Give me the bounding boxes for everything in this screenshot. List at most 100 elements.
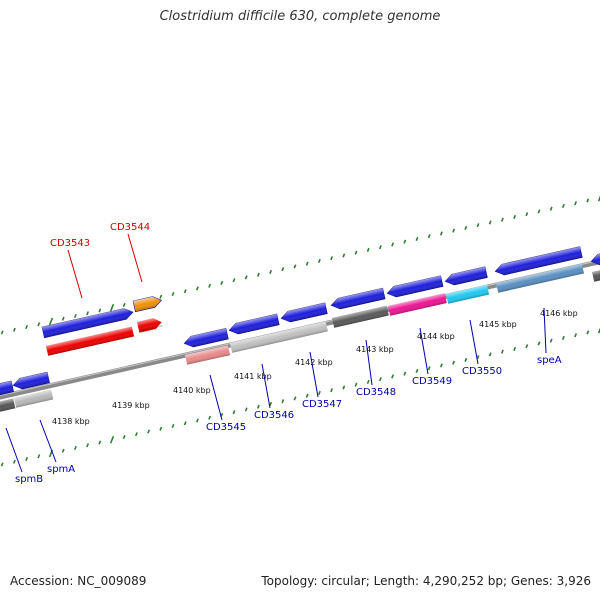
gene-arrow-CD3544[interactable]: [132, 295, 163, 313]
gene-label-leader: [419, 327, 429, 375]
lower-scale-tick: [256, 404, 260, 409]
gene-label-cd3544[interactable]: CD3544: [110, 222, 150, 233]
genome-summary: Topology: circular; Length: 4,290,252 bp…: [261, 574, 591, 588]
gene-arrow-shine: [281, 302, 328, 322]
gene-arrow-spmB[interactable]: [0, 380, 14, 399]
gene-arrow-spmA[interactable]: [12, 371, 50, 391]
kbp-tick-label: 4143 kbp: [356, 345, 394, 354]
cog-band-shine: [185, 345, 231, 365]
upper-scale-tick: [342, 253, 346, 258]
gene-label-leader: [127, 233, 143, 283]
upper-scale-tick: [317, 258, 321, 264]
upper-scale-tick: [293, 264, 297, 269]
gene-label-leader: [543, 307, 547, 354]
upper-scale-tick: [549, 206, 553, 211]
gene-arrow-shine: [445, 266, 488, 285]
gene-label-cd3548[interactable]: CD3548: [356, 387, 396, 398]
upper-scale-tick: [403, 239, 407, 244]
upper-scale-tick: [537, 209, 541, 214]
lower-scale-tick: [439, 363, 443, 368]
lower-scale-tick: [391, 374, 395, 379]
gene-label-cd3545[interactable]: CD3545: [206, 422, 246, 433]
lower-scale-tick: [244, 407, 248, 412]
lower-scale-tick: [12, 459, 16, 464]
lower-scale-tick: [293, 396, 297, 401]
cog-band-spmB-cog: [0, 398, 16, 416]
upper-scale-tick: [597, 195, 600, 202]
cog-band-shine: [137, 316, 163, 332]
gene-arrow-speA[interactable]: [494, 246, 583, 277]
upper-scale-tick: [183, 289, 187, 294]
cog-band-shine: [230, 321, 328, 353]
gene-label-spmb[interactable]: spmB: [15, 474, 43, 485]
gene-label-spma[interactable]: spmA: [47, 464, 75, 475]
lower-scale-tick: [159, 426, 163, 431]
gene-arrow-shine: [133, 296, 162, 312]
gene-arrow-CD3548[interactable]: [330, 287, 386, 311]
kbp-tick-label: 4144 kbp: [417, 332, 455, 341]
gene-label-leader: [209, 374, 223, 421]
lower-scale-tick: [403, 371, 407, 376]
gene-arrow-shine: [229, 314, 280, 334]
lower-scale-tick: [525, 344, 529, 349]
gene-label-spea[interactable]: speA: [537, 355, 562, 366]
upper-scale-tick: [452, 228, 456, 233]
gene-label-cd3543[interactable]: CD3543: [50, 238, 90, 249]
upper-scale-tick: [281, 267, 285, 272]
kbp-tick-label: 4145 kbp: [479, 320, 517, 329]
gene-label-cd3550[interactable]: CD3550: [462, 366, 502, 377]
upper-scale-tick: [109, 303, 115, 312]
gene-label-cd3549[interactable]: CD3549: [412, 376, 452, 387]
upper-scale-tick: [415, 236, 419, 242]
cog-band-shine: [496, 263, 585, 293]
cog-band-shine: [332, 305, 389, 328]
upper-scale-tick: [171, 291, 175, 297]
cog-band-CD3543-cog: [46, 326, 135, 356]
upper-scale-tick: [378, 245, 382, 250]
lower-scale-tick: [171, 423, 175, 429]
kbp-tick-label: 4139 kbp: [112, 401, 150, 410]
cog-band-shine: [14, 389, 54, 408]
cog-band-shine: [388, 293, 447, 316]
upper-scale-tick: [464, 225, 468, 231]
upper-scale-tick: [98, 308, 102, 313]
upper-scale-tick: [574, 201, 578, 206]
gene-label-leader: [261, 363, 271, 409]
gene-label-leader: [309, 351, 319, 398]
gene-label-cd3547[interactable]: CD3547: [302, 399, 342, 410]
accession-text: Accession: NC_009089: [10, 574, 147, 588]
gene-arrow-shine: [331, 288, 386, 309]
lower-scale-tick: [342, 385, 346, 390]
gene-arrow-CD3546[interactable]: [228, 313, 280, 336]
upper-scale-tick: [354, 250, 358, 255]
upper-scale-tick: [476, 223, 480, 228]
lower-scale-tick: [232, 410, 236, 415]
upper-scale-tick: [61, 316, 65, 321]
kbp-tick-label: 4146 kbp: [540, 309, 578, 318]
lower-scale-tick: [537, 341, 541, 346]
cog-band-shine: [446, 284, 490, 304]
kbp-tick-label: 4138 kbp: [52, 417, 90, 426]
gene-arrow-CD3547[interactable]: [280, 302, 328, 324]
gene-arrow-CD3543[interactable]: [41, 307, 134, 339]
upper-scale-tick: [208, 283, 212, 288]
upper-scale-tick: [586, 198, 590, 203]
gene-arrow-shine: [13, 372, 50, 389]
gene-label-cd3546[interactable]: CD3546: [254, 410, 294, 421]
gene-arrow-CD3549[interactable]: [386, 275, 444, 299]
lower-scale-tick: [427, 366, 431, 371]
gene-arrow-CD3545[interactable]: [183, 327, 229, 348]
gene-label-leader: [5, 427, 23, 473]
lower-scale-tick: [549, 338, 553, 343]
gene-arrow-next-gene[interactable]: [590, 246, 600, 267]
upper-scale-tick: [86, 311, 90, 316]
gene-arrow-CD3550[interactable]: [444, 266, 488, 287]
upper-scale-tick: [439, 231, 443, 236]
upper-scale-tick: [48, 317, 54, 326]
lower-scale-tick: [415, 368, 419, 374]
cog-band-CD3544-cog: [137, 316, 163, 333]
lower-scale-tick: [317, 390, 321, 396]
upper-scale-tick: [0, 330, 4, 335]
cog-band-CD3549-cog: [388, 293, 447, 316]
